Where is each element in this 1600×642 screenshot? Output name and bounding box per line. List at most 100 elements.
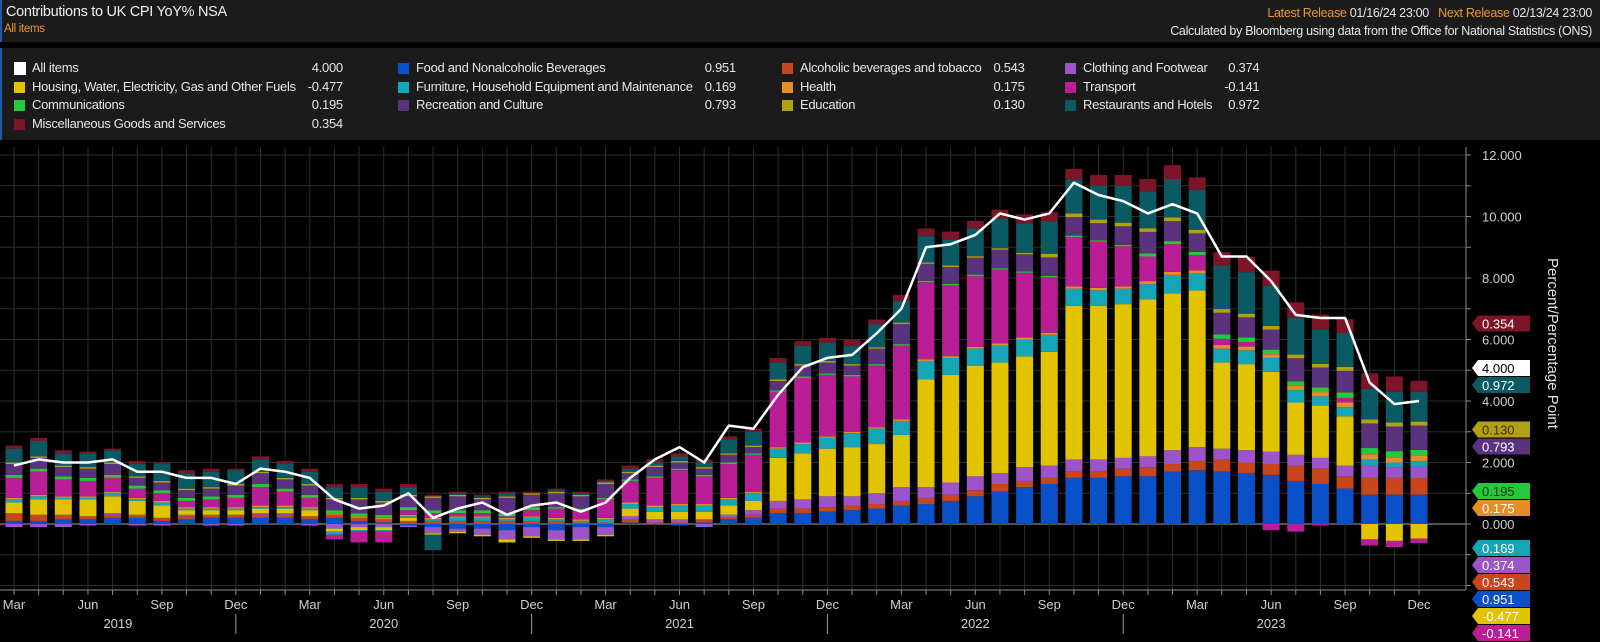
bar-segment [473,513,491,517]
bar-segment [251,471,269,474]
bar-segment [449,517,467,521]
bar-segment [301,510,319,517]
bar-segment [1090,287,1108,291]
bar-segment [720,517,738,520]
bar-segment [1213,448,1231,460]
legend-swatch [14,119,25,131]
bar-segment [399,484,417,488]
bar-segment [794,444,812,454]
bar-segment [868,508,886,524]
legend-item: Clothing and Footwear 0.374 [1065,60,1260,78]
bar-segment [1016,252,1034,255]
bar-segment [325,484,343,488]
bar-segment [276,491,294,506]
bar-segment [5,513,23,521]
bar-segment [1114,222,1132,227]
value-tag: 0.543 [1472,574,1530,590]
bar-segment [1016,254,1034,272]
bar-segment [1311,457,1329,469]
bar-segment [1410,455,1428,462]
bar-segment [1237,473,1255,524]
bar-segment [917,487,935,498]
bar-segment [399,524,417,526]
latest-release-label: Latest Release [1267,6,1347,20]
bar-segment [868,347,886,349]
bar-segment [671,456,689,461]
bar-segment [646,467,664,477]
bar-segment [104,493,122,497]
bar-segment [1139,178,1157,192]
bar-segment [695,474,713,477]
x-tick-label: Jun [965,597,986,612]
x-tick-label: Dec [520,597,544,612]
legend-value: -0.477 [307,78,343,94]
bar-segment [1139,456,1157,468]
bar-segment [1385,467,1403,478]
bar-segment [1237,272,1255,314]
bar-segment [276,513,294,515]
bar-segment [991,491,1009,524]
bar-segment [1311,468,1329,485]
bar-segment [818,374,836,437]
bar-segment [202,487,220,489]
bar-segment [1090,290,1108,306]
bar-segment [547,520,565,524]
bar-segment [79,497,97,500]
bar-segment [917,282,935,360]
bar-segment [1410,478,1428,495]
value-tag-label: 0.130 [1482,423,1515,438]
bar-segment [178,507,196,509]
bar-segment [350,530,368,532]
legend-value: 0.972 [1228,97,1260,113]
bar-segment [695,462,713,468]
bar-segment [744,428,762,432]
bar-segment [104,517,122,524]
bar-segment [1040,334,1058,352]
bar-segment [128,460,146,465]
bar-segment [301,497,319,508]
bar-segment [178,510,196,515]
bar-segment [251,505,269,508]
bar-segment [720,519,738,524]
bar-segment [5,520,23,524]
bar-segment [178,508,196,511]
bar-segment [991,269,1009,344]
bar-segment [1361,524,1379,540]
bar-segment [695,504,713,506]
value-tag-shape [1472,557,1530,573]
bar-segment [202,524,220,526]
bar-segment [991,473,1009,485]
bar-segment [966,256,984,258]
bar-segment [1164,274,1182,294]
bar-segment [1164,471,1182,524]
bar-segment [202,488,220,497]
bar-segment [424,510,442,514]
bar-segment [1311,367,1329,388]
legend-label: Education [800,97,856,113]
bar-segment [1336,465,1354,477]
bar-segment [892,487,910,501]
bar-segment [744,514,762,518]
bar-segment [572,524,590,528]
bar-segment [1065,217,1083,236]
bar-segment [1139,191,1157,229]
bar-segment [942,482,960,495]
bar-segment [178,488,196,491]
bar-segment [128,476,146,478]
bar-segment [375,531,393,543]
bar-segment [769,379,787,382]
bar-segment [1410,425,1428,450]
bar-segment [251,473,269,485]
bar-segment [892,419,910,421]
bar-segment [547,491,565,494]
bar-segment [1385,426,1403,452]
bar-segment [1336,370,1354,393]
bar-segment [646,476,664,478]
legend-swatch [782,100,793,112]
bar-segment [917,379,935,488]
x-tick-label: Mar [594,597,617,612]
bar-segment [227,508,245,511]
bar-segment [671,519,689,523]
bar-segment [498,517,516,520]
bar-segment [966,276,984,347]
